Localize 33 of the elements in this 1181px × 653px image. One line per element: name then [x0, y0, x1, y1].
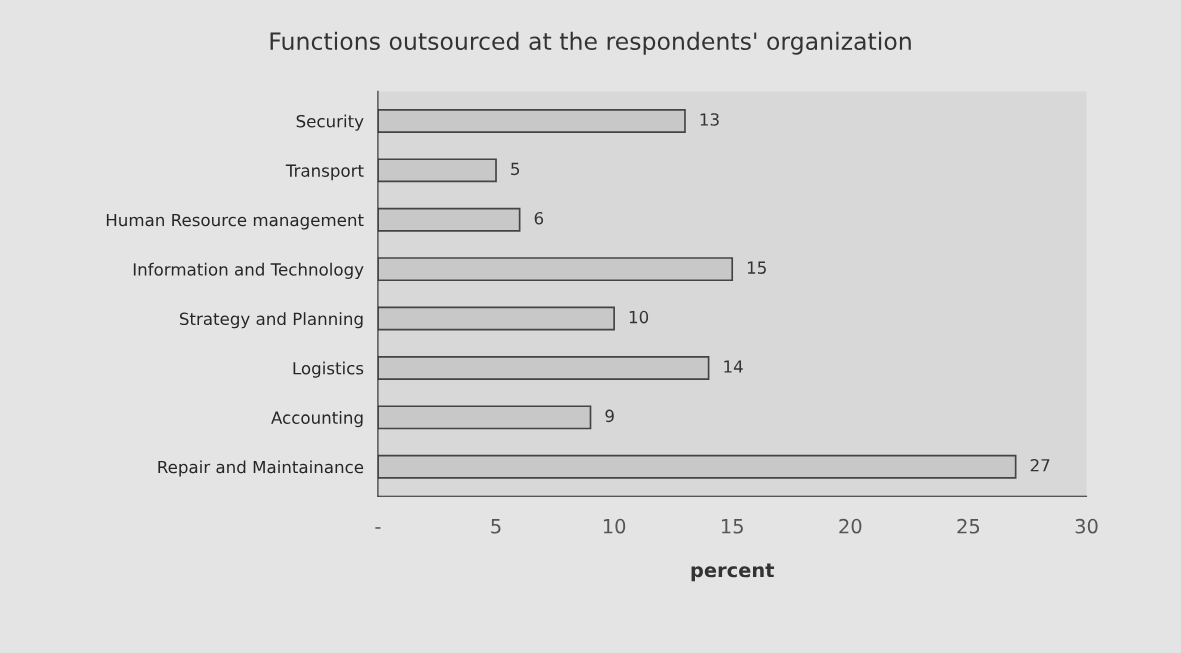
- data-label: 14: [724, 360, 743, 373]
- y-tick-label: Human Resource management: [106, 213, 364, 230]
- x-tick-label: 15: [721, 519, 743, 534]
- bar: [377, 356, 710, 380]
- data-label: 15: [747, 261, 766, 274]
- bar: [377, 257, 734, 282]
- x-tick-label: 25: [957, 518, 980, 534]
- y-tick-label: Security: [296, 114, 364, 131]
- bar: [377, 108, 686, 133]
- x-tick-label: -: [375, 527, 381, 529]
- bar: [377, 158, 497, 183]
- bar: [377, 306, 615, 331]
- data-label: 5: [511, 162, 520, 176]
- y-tick-label: Accounting: [271, 411, 363, 428]
- x-tick-label: 10: [603, 518, 626, 534]
- x-axis-title: percent: [691, 563, 775, 582]
- chart-title: Functions outsourced at the respondents' organization: [270, 31, 911, 55]
- data-label: 13: [700, 113, 719, 126]
- data-label: 9: [605, 409, 614, 423]
- x-tick-label: 30: [1075, 518, 1098, 534]
- data-label: 10: [629, 310, 649, 324]
- bar: [377, 454, 1017, 479]
- y-tick-label: Logistics: [293, 361, 364, 378]
- x-tick-label: 5: [491, 519, 501, 534]
- data-label: 6: [534, 211, 544, 225]
- y-tick-label: Transport: [285, 164, 364, 181]
- y-tick-label: Repair and Maintainance: [158, 460, 364, 477]
- bar: [377, 207, 521, 232]
- y-tick-label: Strategy and Planning: [179, 312, 363, 329]
- y-tick-label: Information and Technology: [133, 262, 364, 279]
- x-tick-label: 20: [839, 518, 862, 534]
- bar: [377, 405, 592, 430]
- data-label: 27: [1030, 458, 1050, 472]
